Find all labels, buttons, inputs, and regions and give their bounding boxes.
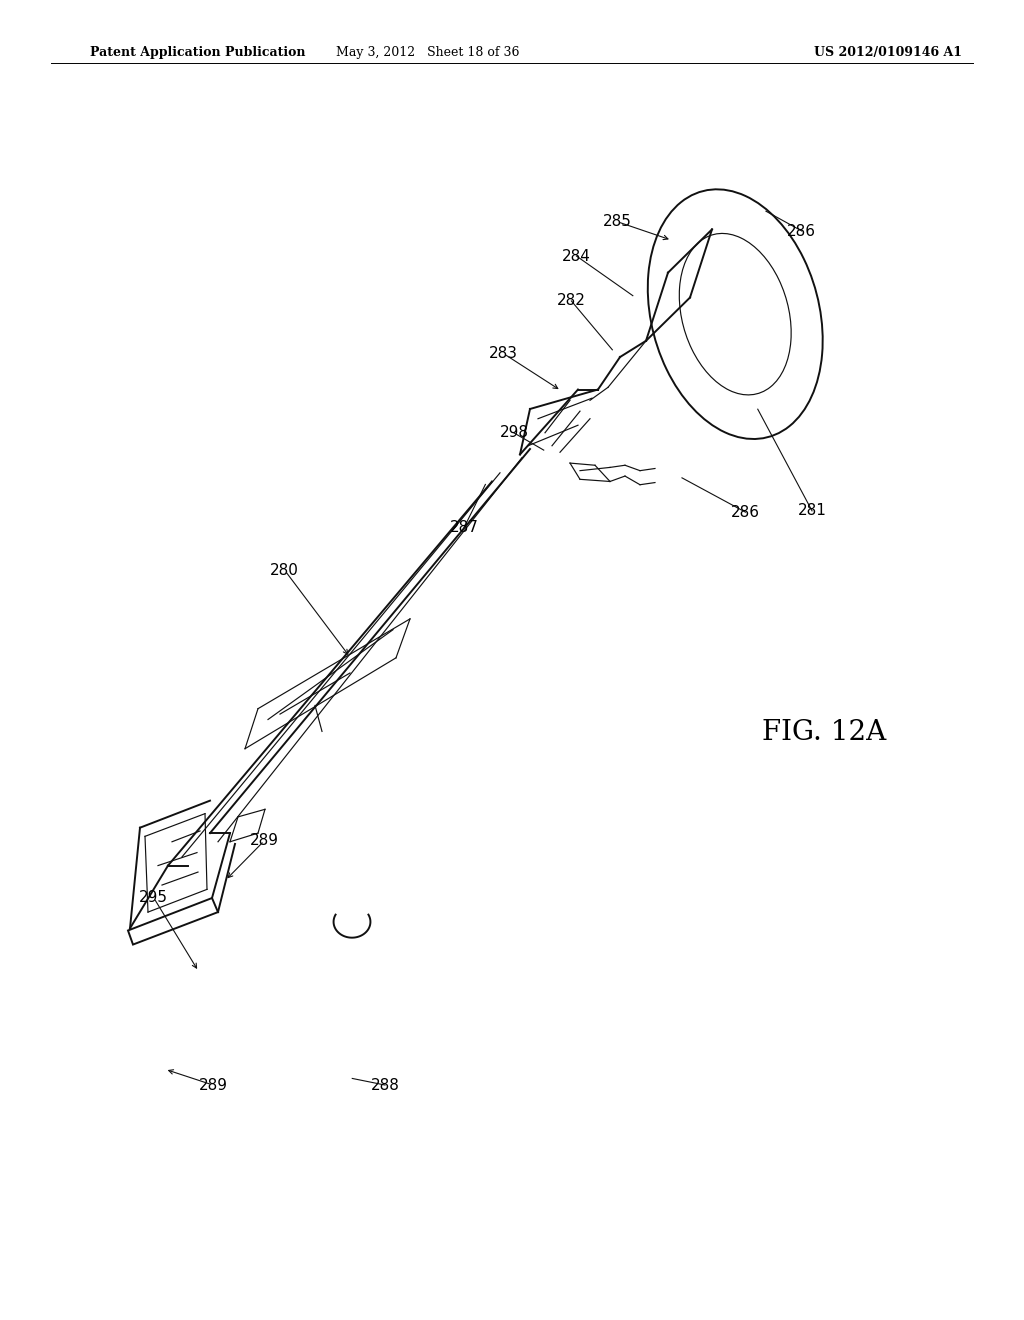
Text: 281: 281 [798, 503, 826, 519]
Text: 280: 280 [270, 562, 299, 578]
Text: 286: 286 [787, 223, 816, 239]
Text: US 2012/0109146 A1: US 2012/0109146 A1 [814, 46, 963, 59]
Text: 288: 288 [371, 1077, 399, 1093]
Text: Patent Application Publication: Patent Application Publication [90, 46, 305, 59]
Text: 282: 282 [557, 293, 586, 309]
Text: 295: 295 [139, 890, 168, 906]
Text: 298: 298 [500, 425, 528, 441]
Text: May 3, 2012   Sheet 18 of 36: May 3, 2012 Sheet 18 of 36 [336, 46, 520, 59]
Text: 287: 287 [450, 520, 478, 536]
Text: 289: 289 [199, 1077, 227, 1093]
Text: 283: 283 [489, 346, 518, 362]
Text: 285: 285 [603, 214, 632, 230]
Text: 289: 289 [250, 833, 279, 849]
Text: 286: 286 [731, 504, 760, 520]
Text: 284: 284 [562, 248, 591, 264]
Text: FIG. 12A: FIG. 12A [762, 719, 887, 746]
